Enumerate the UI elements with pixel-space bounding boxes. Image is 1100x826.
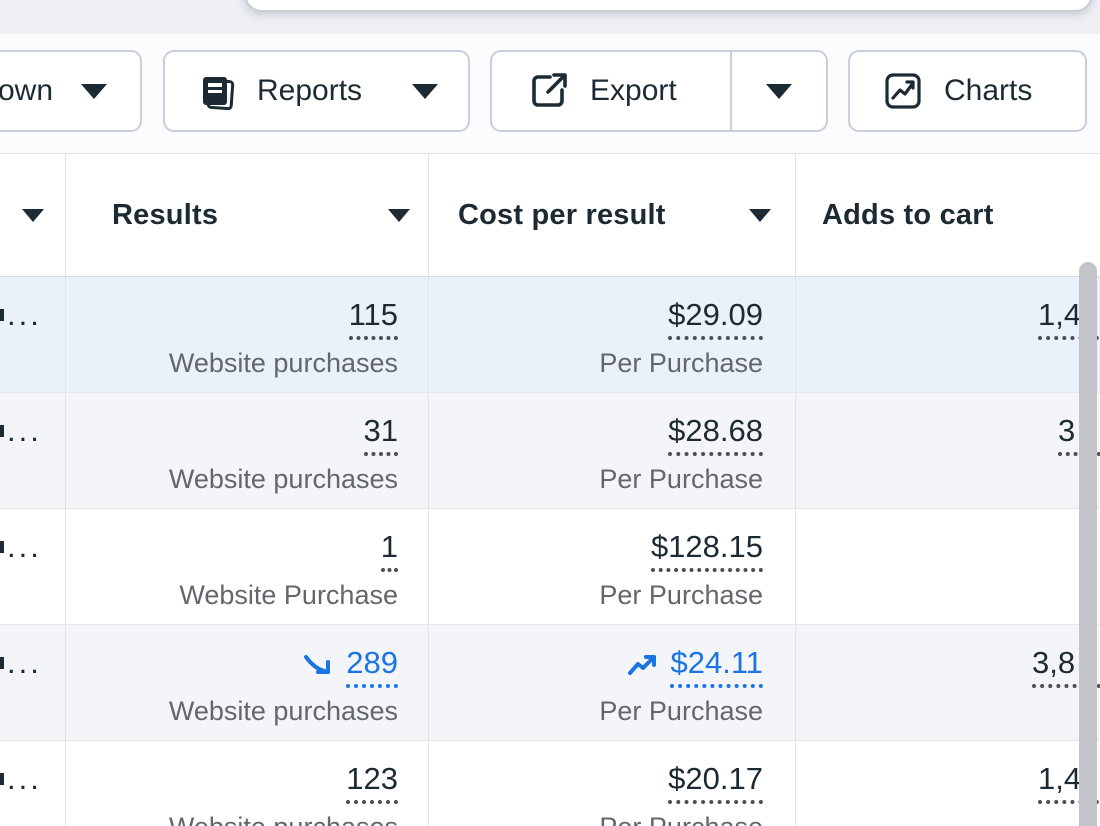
export-dropdown-button[interactable] bbox=[732, 52, 826, 130]
results-type-label: Website purchases bbox=[65, 812, 398, 826]
caret-down-icon bbox=[21, 209, 44, 222]
arrow-trend-up-icon bbox=[626, 651, 660, 681]
table-row[interactable]: ... 31 Website purchases $28.68 Per Purc… bbox=[0, 393, 1100, 509]
cost-per-result-cell: $128.15 Per Purchase bbox=[428, 509, 795, 625]
table-row[interactable]: ... 289 Website purchases bbox=[0, 625, 1100, 741]
table-row[interactable]: ... 123 Website purchases $20.17 Per Pur… bbox=[0, 741, 1100, 826]
campaign-name-cell[interactable]: ... bbox=[0, 393, 65, 509]
export-button[interactable]: Export bbox=[490, 50, 828, 132]
column-divider bbox=[428, 154, 429, 826]
results-type-label: Website purchases bbox=[168, 464, 398, 494]
results-value-link[interactable]: 123 bbox=[346, 761, 398, 804]
column-header-cost-label: Cost per result bbox=[458, 199, 666, 231]
clipped-text-fragment bbox=[0, 657, 4, 669]
caret-down-icon bbox=[412, 83, 438, 99]
external-arrow-icon bbox=[526, 68, 572, 114]
campaign-name-cell[interactable]: ... bbox=[0, 625, 65, 741]
breakdown-button[interactable]: own bbox=[0, 50, 142, 132]
cost-type-label: Per Purchase bbox=[428, 812, 763, 826]
export-button-label: Export bbox=[590, 74, 677, 107]
reports-button[interactable]: Reports bbox=[163, 50, 470, 132]
results-type-label: Website purchases bbox=[168, 348, 398, 378]
adds-to-cart-value-link[interactable]: 3,8 bbox=[1032, 645, 1100, 688]
caret-down-icon bbox=[81, 83, 108, 99]
results-value-link[interactable]: 115 bbox=[348, 297, 398, 340]
results-value-link[interactable]: 289 bbox=[346, 645, 398, 688]
column-header-cost-per-result[interactable]: Cost per result bbox=[428, 154, 795, 277]
table-row[interactable]: ... 115 Website purchases $29.09 Per Pur… bbox=[0, 277, 1100, 393]
clipped-text-fragment bbox=[0, 773, 4, 785]
column-header-adds-to-cart[interactable]: Adds to cart bbox=[795, 154, 1100, 277]
column-header-results[interactable]: Results bbox=[65, 154, 428, 277]
results-cell: 115 Website purchases bbox=[65, 277, 428, 393]
caret-down-icon bbox=[749, 209, 771, 222]
table-header-row: Results Cost per result Adds to cart bbox=[0, 154, 1100, 277]
cost-per-result-cell: $24.11 Per Purchase bbox=[428, 625, 795, 741]
cost-value-link[interactable]: $28.68 bbox=[668, 413, 763, 456]
charts-button-label: Charts bbox=[944, 74, 1033, 107]
cost-per-result-cell: $20.17 Per Purchase bbox=[428, 741, 795, 826]
reports-button-label: Reports bbox=[257, 74, 363, 107]
cost-per-result-cell: $29.09 Per Purchase bbox=[428, 277, 795, 393]
results-value-link[interactable]: 31 bbox=[363, 413, 398, 456]
results-cell: 1 Website Purchase bbox=[65, 509, 428, 625]
caret-down-icon bbox=[766, 83, 792, 99]
cost-type-label: Per Purchase bbox=[599, 696, 763, 726]
results-cell: 123 Website purchases bbox=[65, 741, 428, 826]
column-header-adds-label: Adds to cart bbox=[822, 199, 994, 231]
adds-to-cart-value-link[interactable]: 1,4 bbox=[1038, 761, 1100, 804]
results-type-label: Website purchases bbox=[168, 696, 398, 726]
cost-value-link[interactable]: $20.17 bbox=[668, 761, 763, 804]
breakdown-button-label: own bbox=[0, 74, 54, 107]
cost-per-result-cell: $28.68 Per Purchase bbox=[428, 393, 795, 509]
results-cell: 289 Website purchases bbox=[65, 625, 428, 741]
export-split-divider bbox=[730, 52, 732, 130]
clipped-text-fragment bbox=[0, 309, 4, 321]
campaigns-table: Results Cost per result Adds to cart ...… bbox=[0, 153, 1100, 826]
arrow-down-right-icon bbox=[302, 651, 336, 681]
results-cell: 31 Website purchases bbox=[65, 393, 428, 509]
clipped-text-fragment bbox=[0, 425, 4, 437]
results-value-link[interactable]: 1 bbox=[380, 529, 398, 572]
charts-button[interactable]: Charts bbox=[848, 50, 1087, 132]
cost-value-link[interactable]: $29.09 bbox=[668, 297, 763, 340]
search-panel-bottom-edge bbox=[244, 0, 1093, 12]
results-type-label: Website Purchase bbox=[179, 580, 398, 610]
caret-down-icon bbox=[388, 209, 410, 222]
column-divider bbox=[795, 154, 796, 826]
campaign-name-cell[interactable]: ... bbox=[0, 277, 65, 393]
table-row[interactable]: ... 1 Website Purchase $128.15 Per Purch… bbox=[0, 509, 1100, 625]
clipped-text-fragment bbox=[0, 541, 4, 553]
cost-value-link[interactable]: $128.15 bbox=[650, 529, 763, 572]
cost-type-label: Per Purchase bbox=[599, 348, 763, 378]
column-header-name[interactable] bbox=[0, 154, 65, 277]
campaign-name-cell[interactable]: ... bbox=[0, 741, 65, 826]
reports-pages-icon bbox=[195, 69, 239, 113]
cost-value-link[interactable]: $24.11 bbox=[670, 645, 763, 688]
line-chart-icon bbox=[880, 68, 926, 114]
cost-type-label: Per Purchase bbox=[599, 464, 763, 494]
vertical-scrollbar[interactable] bbox=[1079, 262, 1097, 826]
column-header-results-label: Results bbox=[112, 199, 219, 231]
column-divider bbox=[65, 154, 66, 826]
adds-to-cart-value-link[interactable]: 1,4 bbox=[1038, 297, 1100, 340]
campaign-name-cell[interactable]: ... bbox=[0, 509, 65, 625]
cost-type-label: Per Purchase bbox=[599, 580, 763, 610]
